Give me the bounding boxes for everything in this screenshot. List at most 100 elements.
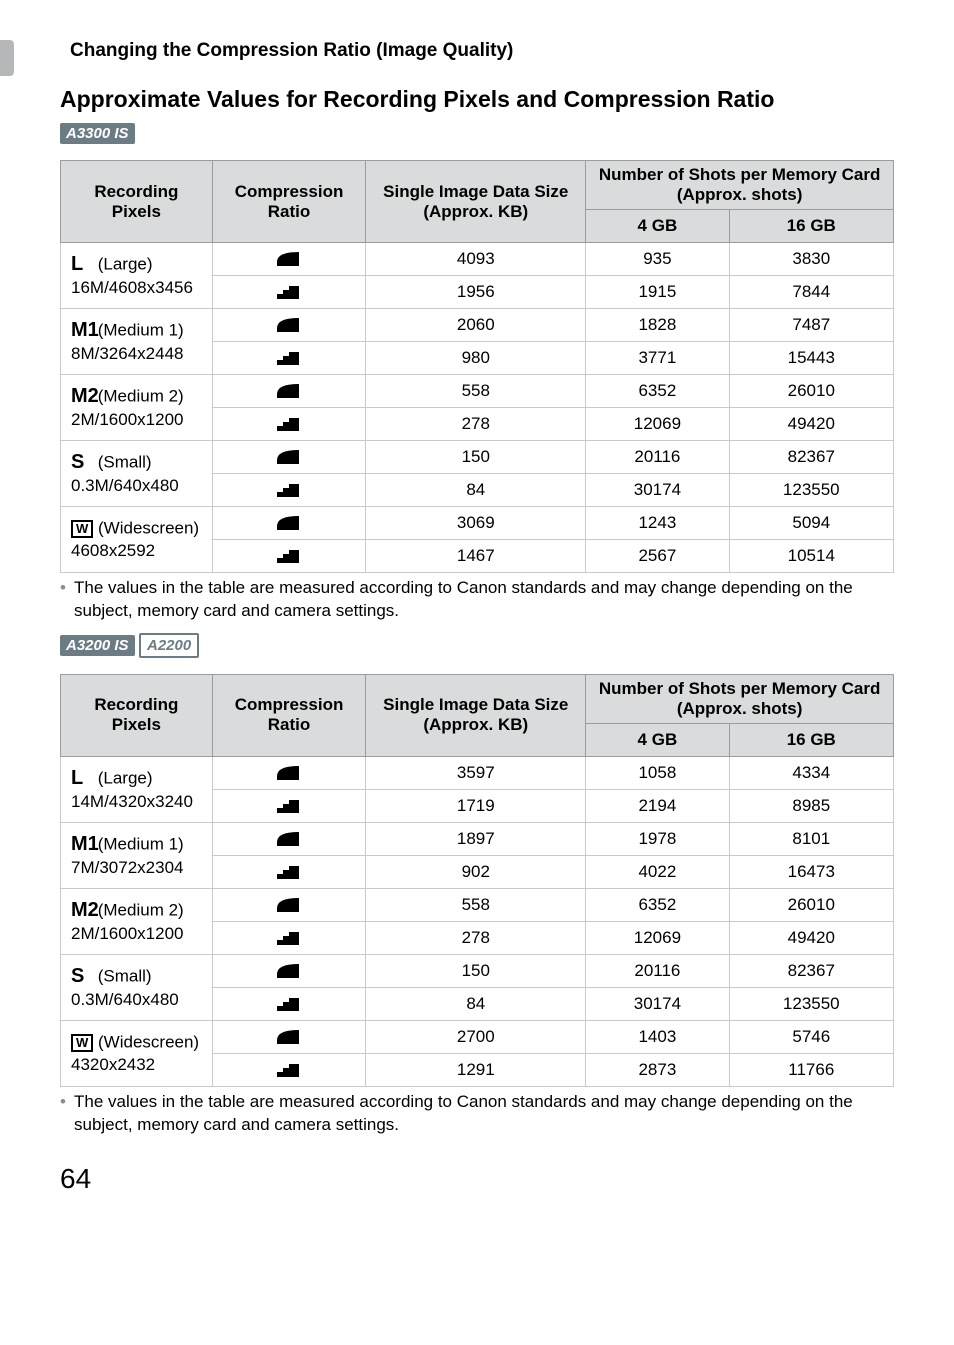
shots-4gb-cell: 4022: [586, 855, 729, 888]
col-16gb: 16 GB: [729, 723, 893, 756]
shots-4gb-cell: 3771: [586, 342, 729, 375]
compression-normal-icon: [275, 481, 303, 499]
compression-fine-icon: [275, 382, 303, 400]
recording-pixels-cell: L (Large) 14M/4320x3240: [61, 756, 213, 822]
pixel-size-icon: S: [71, 451, 93, 474]
pixel-size-label: (Small): [98, 966, 152, 985]
pixel-size-label: (Medium 2): [98, 900, 184, 919]
shots-4gb-cell: 2567: [586, 540, 729, 573]
shots-16gb-cell: 10514: [729, 540, 893, 573]
shots-16gb-cell: 8985: [729, 789, 893, 822]
compression-normal-icon: [275, 1061, 303, 1079]
shots-4gb-cell: 30174: [586, 474, 729, 507]
col-image-size: Single Image Data Size (Approx. KB): [366, 674, 586, 756]
image-size-cell: 2700: [366, 1020, 586, 1053]
col-4gb: 4 GB: [586, 723, 729, 756]
pixel-size-label: (Large): [98, 768, 153, 787]
compression-cell: [212, 540, 366, 573]
compression-cell: [212, 375, 366, 408]
image-size-cell: 278: [366, 408, 586, 441]
pixel-resolution: 8M/3264x2448: [71, 344, 204, 364]
shots-16gb-cell: 3830: [729, 243, 893, 276]
compression-cell: [212, 756, 366, 789]
recording-pixels-cell: S (Small)0.3M/640x480: [61, 441, 213, 507]
recording-pixels-cell: M2 (Medium 2)2M/1600x1200: [61, 888, 213, 954]
image-size-cell: 902: [366, 855, 586, 888]
compression-normal-icon: [275, 415, 303, 433]
compression-fine-icon: [275, 448, 303, 466]
compression-cell: [212, 408, 366, 441]
pixel-resolution: 7M/3072x2304: [71, 858, 204, 878]
image-size-cell: 1956: [366, 276, 586, 309]
shots-16gb-cell: 16473: [729, 855, 893, 888]
image-size-cell: 980: [366, 342, 586, 375]
recording-pixels-cell: M1 (Medium 1)8M/3264x2448: [61, 309, 213, 375]
col-image-size: Single Image Data Size (Approx. KB): [366, 161, 586, 243]
compression-cell: [212, 474, 366, 507]
image-size-cell: 150: [366, 954, 586, 987]
image-size-cell: 1467: [366, 540, 586, 573]
image-size-cell: 2060: [366, 309, 586, 342]
col-recording-pixels: Recording Pixels: [61, 161, 213, 243]
image-size-cell: 84: [366, 987, 586, 1020]
compression-fine-icon: [275, 896, 303, 914]
recording-pixels-cell: M1 (Medium 1)7M/3072x2304: [61, 822, 213, 888]
shots-16gb-cell: 26010: [729, 888, 893, 921]
compression-fine-icon: [275, 1028, 303, 1046]
shots-16gb-cell: 11766: [729, 1053, 893, 1086]
widescreen-icon: W: [71, 1034, 93, 1052]
compression-cell: [212, 855, 366, 888]
col-compression-ratio: Compression Ratio: [212, 161, 366, 243]
pixels-table-a3300: Recording Pixels Compression Ratio Singl…: [60, 160, 894, 573]
table-row: M2 (Medium 2)2M/1600x1200558635226010: [61, 888, 894, 921]
image-size-cell: 150: [366, 441, 586, 474]
col-4gb: 4 GB: [586, 210, 729, 243]
shots-4gb-cell: 2873: [586, 1053, 729, 1086]
pixel-resolution: 4608x2592: [71, 541, 204, 561]
pixel-resolution: 0.3M/640x480: [71, 476, 204, 496]
shots-16gb-cell: 49420: [729, 408, 893, 441]
shots-4gb-cell: 1828: [586, 309, 729, 342]
compression-fine-icon: [275, 250, 303, 268]
compression-cell: [212, 309, 366, 342]
model-badge-a3300: A3300 IS: [60, 123, 135, 144]
shots-16gb-cell: 82367: [729, 441, 893, 474]
table-row: M1 (Medium 1)8M/3264x2448206018287487: [61, 309, 894, 342]
table-row: L (Large)14M/4320x3240359710584334: [61, 756, 894, 789]
image-size-cell: 1897: [366, 822, 586, 855]
section-header: Changing the Compression Ratio (Image Qu…: [70, 40, 894, 62]
shots-4gb-cell: 1243: [586, 507, 729, 540]
recording-pixels-cell: S (Small)0.3M/640x480: [61, 954, 213, 1020]
image-size-cell: 278: [366, 921, 586, 954]
shots-16gb-cell: 123550: [729, 987, 893, 1020]
col-shots: Number of Shots per Memory Card (Approx.…: [586, 674, 894, 723]
compression-cell: [212, 243, 366, 276]
pixel-size-label: (Large): [98, 255, 153, 274]
image-size-cell: 558: [366, 888, 586, 921]
pixel-size-label: (Widescreen): [98, 519, 199, 538]
shots-4gb-cell: 20116: [586, 441, 729, 474]
model-badge-a3200: A3200 IS: [60, 635, 135, 656]
image-size-cell: 3069: [366, 507, 586, 540]
compression-cell: [212, 342, 366, 375]
recording-pixels-cell: M2 (Medium 2)2M/1600x1200: [61, 375, 213, 441]
pixel-resolution: 14M/4320x3240: [71, 792, 204, 812]
table-row: S (Small)0.3M/640x4801502011682367: [61, 954, 894, 987]
shots-4gb-cell: 20116: [586, 954, 729, 987]
pixel-size-icon: L: [71, 767, 93, 790]
recording-pixels-cell: W (Widescreen)4320x2432: [61, 1020, 213, 1086]
shots-16gb-cell: 4334: [729, 756, 893, 789]
table-row: M2 (Medium 2)2M/1600x1200558635226010: [61, 375, 894, 408]
compression-normal-icon: [275, 797, 303, 815]
shots-16gb-cell: 5094: [729, 507, 893, 540]
col-recording-pixels: Recording Pixels: [61, 674, 213, 756]
shots-16gb-cell: 82367: [729, 954, 893, 987]
shots-4gb-cell: 1403: [586, 1020, 729, 1053]
shots-16gb-cell: 49420: [729, 921, 893, 954]
compression-fine-icon: [275, 962, 303, 980]
pixel-size-label: (Widescreen): [98, 1033, 199, 1052]
compression-normal-icon: [275, 995, 303, 1013]
shots-16gb-cell: 15443: [729, 342, 893, 375]
compression-normal-icon: [275, 929, 303, 947]
compression-normal-icon: [275, 283, 303, 301]
